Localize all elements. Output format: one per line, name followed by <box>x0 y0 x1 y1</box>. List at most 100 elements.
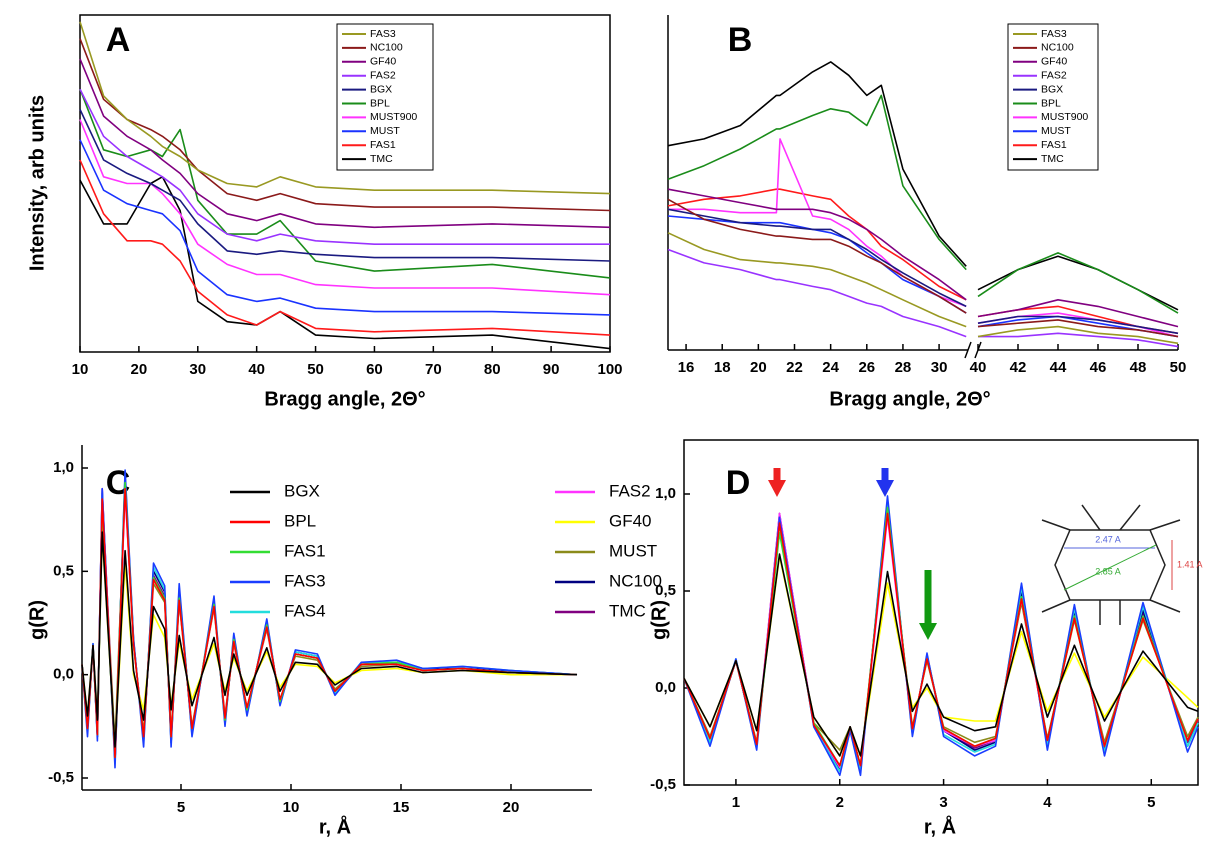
x-tick-label: 30 <box>931 359 948 376</box>
legend-label: FAS1 <box>1041 139 1067 151</box>
y-axis-label: g(R) <box>648 600 670 640</box>
x-tick-label: 2 <box>836 794 844 811</box>
series-line <box>683 512 1199 767</box>
legend-label: GF40 <box>370 56 396 68</box>
x-tick-label: 4 <box>1043 794 1052 811</box>
legend-label: BGX <box>1041 83 1063 95</box>
bond <box>1119 504 1141 531</box>
series-line <box>667 248 967 338</box>
arrows <box>768 468 937 640</box>
legend-label: TMC <box>370 153 393 165</box>
panel: 10 20 30 40 50 60 70 80 90 100 A Bragg angle, 2Θ° In… <box>26 14 623 410</box>
inset-hexagon <box>1041 504 1181 625</box>
x-tick-label: 40 <box>248 361 265 378</box>
x-tick-label: 46 <box>1090 359 1107 376</box>
series-line <box>79 21 611 195</box>
legend-label: FAS3 <box>370 28 396 40</box>
series-line <box>683 499 1199 773</box>
y-tick-label: 1,0 <box>53 459 74 476</box>
legend-label: FAS1 <box>370 139 396 151</box>
plot-frame <box>79 14 611 353</box>
inset-label: 2.47 A <box>1095 534 1121 544</box>
bond <box>1149 599 1181 613</box>
series-line <box>667 61 967 267</box>
x-tick-label: 24 <box>822 359 839 376</box>
series-line <box>977 255 1179 311</box>
series-line <box>667 94 967 271</box>
y-tick-label: 1,0 <box>655 485 676 502</box>
series-line <box>79 109 611 262</box>
series-line <box>667 198 967 314</box>
series-line <box>81 533 577 748</box>
series-line <box>977 252 1179 314</box>
series-line <box>79 38 611 212</box>
panel: 1 2 3 4 5 1,0 0,5 0,0 -0,5 Dr, Å g(R) <box>648 439 1199 838</box>
bond <box>1149 519 1181 531</box>
series-line <box>977 315 1179 335</box>
series-line <box>978 332 1179 348</box>
legend-label: MUST <box>609 541 657 560</box>
x-tick-label: 20 <box>131 361 148 378</box>
series-line <box>81 487 578 744</box>
legend-label: FAS3 <box>284 571 326 590</box>
legend-label: NC100 <box>609 571 662 590</box>
x-tick-label: 10 <box>283 799 300 816</box>
inset-label: 1.41 A <box>1177 559 1203 569</box>
arrow <box>768 480 786 497</box>
x-tick-label: 16 <box>678 359 695 376</box>
bond <box>1041 519 1071 531</box>
legend-label: FAS1 <box>284 541 326 560</box>
y-tick-label: 0,5 <box>53 562 74 579</box>
x-tick-label: 20 <box>750 359 767 376</box>
series-line <box>977 319 1179 338</box>
arrow <box>876 480 894 497</box>
series-line <box>81 487 578 761</box>
x-tick-label: 44 <box>1050 359 1067 376</box>
series-line <box>683 502 1199 771</box>
y-tick-label: 0,0 <box>53 666 74 683</box>
panel-label: D <box>726 464 751 502</box>
series-line <box>79 159 611 336</box>
legend-label: GF40 <box>609 511 652 530</box>
y-tick-label: 0,5 <box>655 582 676 599</box>
panel: 16 18 20 22 24 26 28 30 40 42 44 46 48 50 B Bragg angle… <box>667 15 1187 410</box>
x-tick-label: 1 <box>732 794 740 811</box>
series-line <box>79 58 611 229</box>
x-tick-label: 80 <box>484 361 501 378</box>
legend-label: TMC <box>1041 153 1064 165</box>
legend-label: BPL <box>370 97 390 109</box>
series-line <box>667 188 967 301</box>
arrow <box>919 623 937 640</box>
x-tick-label: 10 <box>72 361 89 378</box>
x-tick-label: 18 <box>714 359 731 376</box>
legend-label: FAS4 <box>284 601 326 620</box>
x-tick-label: 50 <box>1170 359 1187 376</box>
series-line <box>667 232 967 328</box>
legend-label: BGX <box>284 481 320 500</box>
series-line <box>79 176 611 350</box>
x-axis-label: r, Å <box>319 814 351 838</box>
legend-label: MUST <box>1041 125 1071 137</box>
x-axis-label: Bragg angle, 2Θ° <box>264 388 425 410</box>
x-tick-label: 100 <box>597 361 622 378</box>
x-tick-label: 26 <box>858 359 875 376</box>
legend-label: MUST <box>370 125 400 137</box>
y-axis-label: Intensity, arb units <box>26 95 48 271</box>
legend-label: FAS3 <box>1041 28 1067 40</box>
legend-label: MUST900 <box>370 111 417 123</box>
series-line <box>79 139 611 316</box>
legend-label: BPL <box>284 511 316 530</box>
series-line <box>81 487 578 759</box>
x-tick-label: 48 <box>1130 359 1147 376</box>
axis-break <box>964 341 972 359</box>
x-axis-label: Bragg angle, 2Θ° <box>829 388 990 410</box>
x-tick-label: 42 <box>1010 359 1027 376</box>
x-tick-label: 5 <box>177 799 185 816</box>
legend-label: NC100 <box>1041 42 1074 54</box>
x-tick-label: 70 <box>425 361 442 378</box>
series-line <box>977 325 1179 345</box>
series-line <box>81 531 578 748</box>
inset-label: 2.85 A <box>1095 566 1121 576</box>
series-line <box>667 188 967 301</box>
